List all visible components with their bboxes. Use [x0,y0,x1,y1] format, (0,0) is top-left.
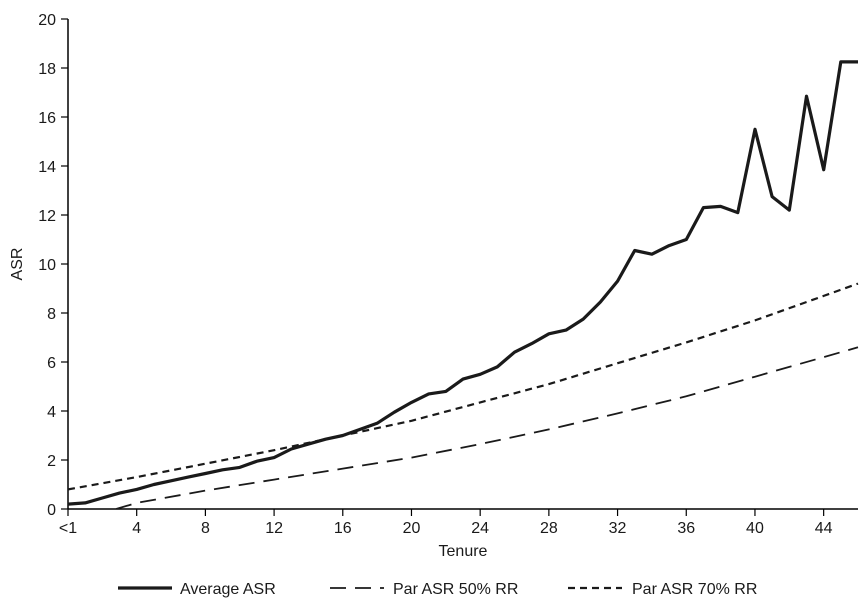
x-axis-title: Tenure [439,543,488,560]
x-tick-label-40: 40 [746,520,764,537]
legend-label-par-asr-50: Par ASR 50% RR [393,581,518,598]
legend-item-par-asr-70: Par ASR 70% RR [568,581,757,598]
axes [67,19,858,510]
y-tick-label-8: 8 [47,306,56,323]
y-tick-label-6: 6 [47,355,56,372]
x-tick-label-24: 24 [471,520,489,537]
x-tick-label-28: 28 [540,520,558,537]
legend-item-par-asr-50: Par ASR 50% RR [330,581,518,598]
x-tick-label-12: 12 [265,520,283,537]
legend: Average ASR Par ASR 50% RR Par ASR 70% R… [118,581,757,598]
y-axis-title: ASR [9,248,26,281]
x-tick-label-lt1: <1 [59,520,77,537]
y-tick-label-18: 18 [38,61,56,78]
x-tick-label-32: 32 [609,520,627,537]
x-tick-label-8: 8 [201,520,210,537]
series-line-par-asr-70-rr [68,282,859,491]
y-tick-label-20: 20 [38,12,56,29]
x-tick-label-4: 4 [132,520,141,537]
x-tick-label-16: 16 [334,520,352,537]
y-tick-label-14: 14 [38,159,56,176]
x-tick-label-36: 36 [677,520,695,537]
y-tick-label-4: 4 [47,404,56,421]
legend-label-par-asr-70: Par ASR 70% RR [632,581,757,598]
x-axis-ticks: <1 4 8 12 16 20 24 28 32 36 40 44 [59,509,833,537]
y-tick-label-12: 12 [38,208,56,225]
y-tick-label-2: 2 [47,453,56,470]
x-tick-label-20: 20 [403,520,421,537]
series-line-par-asr-50-rr [115,346,859,509]
y-tick-label-10: 10 [38,257,56,274]
plot-area [68,60,859,509]
y-axis-ticks: 0 2 4 6 8 10 12 14 16 18 20 [38,12,68,519]
x-tick-label-44: 44 [815,520,833,537]
legend-label-average-asr: Average ASR [180,581,276,598]
legend-item-average-asr: Average ASR [118,581,276,598]
y-tick-label-16: 16 [38,110,56,127]
series-line-average-asr [68,60,858,506]
y-tick-label-0: 0 [47,502,56,519]
